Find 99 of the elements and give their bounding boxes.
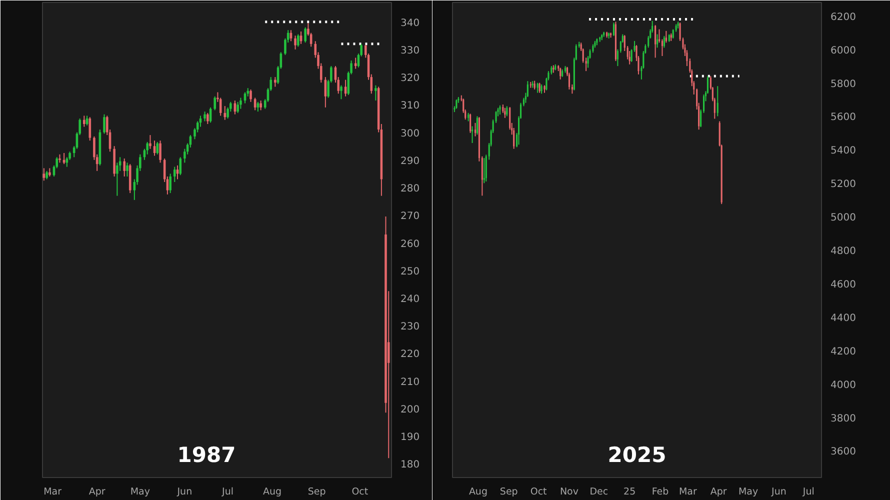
x-tick-label: Sep — [500, 486, 518, 498]
y-tick-label: 290 — [400, 156, 420, 167]
x-tick-label: Oct — [352, 486, 368, 498]
candlestick — [204, 111, 206, 122]
x-tick-label: Jul — [221, 486, 234, 498]
candlestick — [103, 114, 106, 134]
y-tick-label: 4600 — [830, 279, 856, 290]
candlestick — [169, 173, 172, 194]
candlestick — [499, 104, 501, 116]
x-tick-label: Jul — [802, 486, 814, 498]
candlestick — [214, 96, 216, 111]
y-tick-label: 270 — [400, 211, 420, 222]
candlestick — [149, 134, 152, 150]
y-tick-label: 340 — [400, 18, 420, 29]
annotation: 2025 — [608, 442, 666, 467]
candlestick — [456, 99, 458, 110]
candlestick — [513, 127, 515, 150]
candlestick — [206, 112, 209, 125]
candlestick — [340, 84, 342, 100]
y-tick-label: 280 — [400, 184, 420, 195]
x-tick-label: Nov — [560, 486, 579, 498]
candlestick — [504, 107, 506, 118]
candlestick — [126, 162, 128, 177]
x-tick-label: Sep — [308, 486, 326, 498]
y-tick-label: 320 — [400, 73, 420, 84]
candlestick — [159, 140, 162, 164]
candlestick — [42, 168, 46, 182]
y-tick-label: 300 — [400, 128, 420, 140]
candlestick — [665, 30, 667, 44]
x-tick-label: May — [130, 486, 150, 498]
candlestick — [612, 22, 615, 36]
y-tick-label: 4200 — [830, 346, 856, 358]
x-tick-label: Mar — [678, 486, 698, 498]
candlestick — [654, 24, 656, 58]
x-tick-label: Jun — [770, 486, 786, 498]
candlestick — [304, 26, 306, 44]
candlestick — [506, 106, 508, 117]
y-tick-label: 210 — [400, 376, 420, 388]
y-tick-label: 240 — [400, 294, 420, 305]
candlestick — [296, 34, 300, 48]
candlestick — [274, 76, 276, 88]
x-tick-label: Feb — [652, 486, 669, 498]
y-tick-label: 4800 — [830, 246, 856, 258]
candlestick — [250, 88, 252, 102]
candlestick — [173, 166, 176, 183]
candlestick — [260, 100, 262, 111]
candlestick — [560, 67, 562, 80]
y-tick-label: 190 — [400, 432, 420, 444]
candlestick — [88, 116, 92, 142]
candlestick — [474, 122, 476, 137]
x-tick-label: Jun — [176, 486, 192, 498]
annotation: 1987 — [177, 442, 236, 467]
y-tick-label: 310 — [400, 100, 420, 112]
x-tick-label: Aug — [263, 486, 282, 498]
candlestick — [240, 97, 242, 110]
y-tick-label: 230 — [400, 322, 420, 333]
candlestick — [663, 35, 665, 48]
y-tick-label: 250 — [400, 266, 420, 278]
candlestick — [509, 106, 511, 130]
x-tick-label: May — [738, 486, 758, 498]
x-tick-label: Apr — [88, 486, 106, 498]
candlestick — [536, 82, 538, 94]
y-tick-label: 4000 — [830, 380, 856, 391]
candlestick — [476, 116, 478, 136]
y-tick-label: 260 — [400, 238, 420, 250]
candlestick — [538, 82, 540, 94]
candlestick — [540, 84, 542, 94]
candlestick — [294, 35, 296, 50]
candlestick — [123, 158, 126, 177]
y-tick-label: 200 — [400, 404, 420, 416]
y-tick-label: 5200 — [830, 179, 856, 190]
y-tick-label: 5000 — [830, 212, 856, 224]
candlestick — [374, 84, 377, 102]
y-tick-label: 3800 — [830, 413, 856, 424]
y-tick-label: 5800 — [830, 78, 856, 90]
y-tick-label: 180 — [400, 460, 420, 471]
x-tick-label: Apr — [710, 486, 727, 498]
candlestick — [83, 115, 86, 128]
y-tick-label: 220 — [400, 349, 420, 360]
y-tick-label: 6200 — [830, 12, 856, 23]
y-tick-label: 6000 — [830, 45, 856, 56]
y-tick-label: 5400 — [830, 146, 856, 157]
y-tick-label: 3600 — [830, 446, 856, 458]
y-tick-label: 330 — [400, 45, 420, 56]
x-tick-label: Mar — [44, 486, 62, 498]
x-tick-label: Aug — [468, 486, 488, 498]
y-tick-label: 5600 — [830, 112, 856, 124]
y-tick-label: 4400 — [830, 312, 856, 324]
x-tick-label: 25 — [624, 486, 636, 498]
candlestick — [156, 141, 159, 155]
candlestick — [716, 86, 718, 117]
candlestick — [470, 113, 472, 134]
x-tick-label: Oct — [530, 486, 548, 498]
candlestick — [236, 101, 239, 114]
candlestick — [656, 34, 658, 48]
candlestick — [471, 126, 474, 144]
candlestick — [483, 158, 485, 184]
x-tick-label: Dec — [590, 486, 608, 498]
candlestick — [179, 156, 182, 176]
